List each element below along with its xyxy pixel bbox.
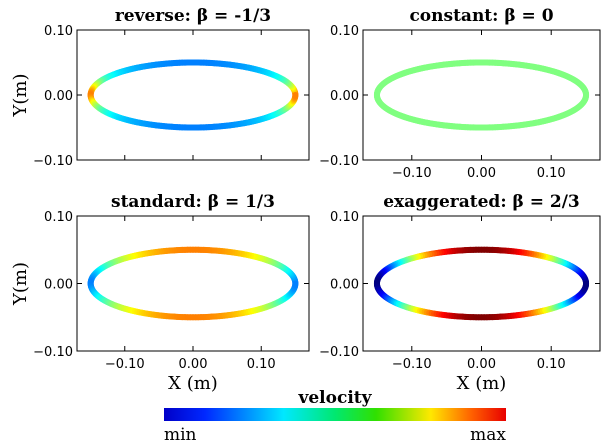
- x-tick-label: 0.10: [247, 357, 276, 372]
- axes-frame: [362, 215, 601, 352]
- colorbar-max-label: max: [470, 425, 506, 445]
- colorbar-gradient: [164, 408, 506, 421]
- panel-1: 0.10 0.00 −0.10 reverse: β = -1/3 Y(m): [10, 6, 310, 169]
- axes-frame: [362, 29, 601, 161]
- panel-title: standard: β = 1/3: [111, 192, 275, 212]
- y-tick-label: 0.00: [44, 89, 73, 104]
- y-tick-label: 0.10: [330, 210, 359, 225]
- panel-3: 0.10 0.00 −0.10 −0.10 0.00 0.10 standard: β = …: [10, 192, 310, 394]
- x-axis-label: X (m): [168, 373, 218, 394]
- y-tick-label: 0.10: [44, 210, 73, 225]
- panel-title: reverse: β = -1/3: [115, 6, 271, 26]
- panel-title: constant: β = 0: [409, 6, 553, 26]
- y-axis-label: Y(m): [10, 74, 31, 118]
- y-tick-label: 0.00: [330, 89, 359, 104]
- y-tick-label: 0.00: [44, 278, 73, 293]
- y-tick-label: −0.10: [319, 154, 359, 169]
- x-tick-label: 0.00: [467, 166, 496, 181]
- x-tick-label: 0.10: [537, 166, 566, 181]
- x-tick-label: −0.10: [392, 166, 432, 181]
- x-tick-label: 0.10: [537, 357, 566, 372]
- colorbar-title: velocity: [297, 388, 372, 408]
- panel-2: 0.10 0.00 −0.10 −0.10 0.00 0.10 constant: β = …: [319, 6, 601, 181]
- y-axis-label: Y(m): [10, 262, 31, 306]
- x-tick-label: 0.00: [467, 357, 496, 372]
- x-tick-label: 0.00: [179, 357, 208, 372]
- y-tick-label: 0.10: [330, 24, 359, 39]
- y-tick-label: −0.10: [33, 154, 73, 169]
- axes-frame: [76, 215, 310, 352]
- y-tick-label: −0.10: [319, 345, 359, 360]
- x-tick-label: −0.10: [392, 357, 432, 372]
- colorbar: velocity min max: [164, 388, 506, 445]
- colorbar-min-label: min: [164, 425, 197, 445]
- y-tick-label: 0.00: [330, 278, 359, 293]
- panel-4: 0.10 0.00 −0.10 −0.10 0.00 0.10 exaggerated: β…: [319, 192, 601, 394]
- x-tick-label: −0.10: [105, 357, 145, 372]
- y-tick-label: −0.10: [33, 345, 73, 360]
- y-tick-label: 0.10: [44, 24, 73, 39]
- x-axis-label: X (m): [457, 373, 507, 394]
- panel-title: exaggerated: β = 2/3: [383, 192, 580, 212]
- axes-frame: [76, 29, 310, 161]
